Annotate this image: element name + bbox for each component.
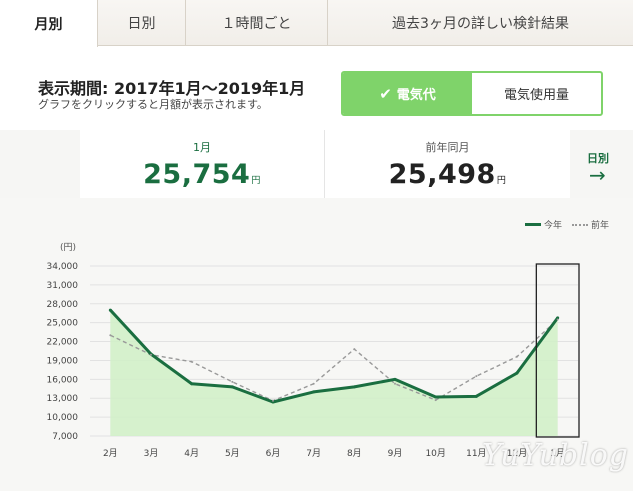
- current-series-point: [190, 382, 194, 386]
- x-tick-label: 12月: [507, 448, 527, 459]
- previous-series-point: [272, 399, 274, 402]
- legend-current-label: 今年: [543, 221, 562, 231]
- previous-series-point: [556, 318, 559, 321]
- current-series-point: [312, 390, 316, 394]
- current-unit: 円: [251, 176, 261, 186]
- x-tick-label: 6月: [266, 448, 281, 459]
- current-series-point: [474, 394, 478, 398]
- previous-series-point: [109, 334, 112, 337]
- chart-legend: 今年 前年: [515, 218, 609, 231]
- current-series-line: [109, 309, 559, 404]
- electricity-usage-label: 電気使用量: [503, 88, 569, 103]
- current-series-point: [515, 371, 519, 375]
- period-tabs: 月別 日別 １時間ごと 過去3ヶ月の詳しい検針結果: [0, 0, 633, 47]
- previous-unit: 円: [496, 176, 507, 186]
- y-tick-label: 25,000: [47, 319, 79, 329]
- electricity-charge-label: 電気代: [396, 88, 436, 103]
- previous-series-point: [312, 382, 315, 385]
- y-axis-unit: (円): [60, 242, 76, 253]
- x-tick-label: 3月: [144, 448, 159, 459]
- x-tick-label: 7月: [306, 448, 321, 459]
- previous-year-summary: 前年同月 25,498円: [325, 130, 570, 198]
- previous-series-point: [150, 353, 152, 356]
- y-tick-label: 34,000: [47, 262, 79, 272]
- y-tick-label: 16,000: [47, 375, 79, 385]
- chart-mode-toggle: ✔ 電気代 電気使用量: [341, 71, 603, 116]
- previous-series-point: [231, 380, 234, 383]
- electricity-charge-button[interactable]: ✔ 電気代: [343, 73, 472, 114]
- legend-current: 今年: [524, 218, 562, 231]
- previous-series-point: [516, 355, 518, 358]
- tab-daily[interactable]: 日別: [98, 0, 186, 46]
- current-series-point: [352, 385, 356, 389]
- period-hint: グラフをクリックすると月額が表示されます。: [38, 98, 268, 111]
- watermark-logo: YuYublog: [481, 438, 629, 473]
- monthly-charge-chart[interactable]: (円) 7,000 10,000 13,000 16,000 19,000 22,000 25…: [0, 198, 633, 491]
- previous-series-point: [394, 382, 396, 385]
- x-tick-label: 2月: [103, 448, 118, 459]
- previous-year-label: 前年同月: [425, 141, 470, 154]
- y-tick-label: 28,000: [47, 300, 79, 310]
- arrow-right-icon[interactable]: →: [589, 163, 606, 187]
- current-month-value: 25,754円: [143, 159, 261, 190]
- current-series-area: [110, 310, 558, 436]
- current-series-point: [556, 316, 560, 320]
- y-tick-label: 10,000: [47, 413, 79, 423]
- electricity-usage-button[interactable]: 電気使用量: [472, 73, 601, 114]
- x-tick-label: 4月: [184, 448, 199, 459]
- current-series-point: [393, 377, 397, 381]
- legend-dashed-swatch: [571, 223, 588, 226]
- x-tick-label: 5月: [225, 448, 240, 459]
- check-icon: ✔: [379, 84, 392, 103]
- previous-series-line: [110, 319, 559, 402]
- tab-meter-history[interactable]: 過去3ヶ月の詳しい検針結果: [392, 16, 569, 32]
- chart-panel: [0, 198, 633, 491]
- current-month-label: 1月: [193, 141, 211, 154]
- tab-monthly[interactable]: 月別: [0, 0, 98, 47]
- x-tick-label: 8月: [347, 448, 362, 459]
- y-tick-label: 19,000: [47, 356, 79, 366]
- tab-hourly[interactable]: １時間ごと: [186, 0, 328, 46]
- previous-series-point: [353, 348, 356, 351]
- y-tick-label: 22,000: [47, 338, 79, 348]
- previous-series-point: [434, 399, 437, 402]
- current-series-point: [108, 308, 112, 312]
- current-month-summary: 1月 25,754円: [80, 130, 325, 198]
- y-tick-label: 13,000: [47, 394, 79, 404]
- current-series-point: [434, 395, 438, 399]
- legend-previous: 前年: [571, 218, 609, 231]
- x-tick-label: 10月: [425, 448, 445, 459]
- period-title: 表示期間: 2017年1月〜2019年1月: [38, 79, 306, 98]
- current-series-point: [230, 385, 234, 389]
- x-tick-label: 11月: [466, 448, 486, 459]
- previous-series-point: [475, 375, 478, 378]
- daily-link[interactable]: 日別: [587, 152, 609, 165]
- x-tick-label: 9月: [388, 448, 403, 459]
- previous-year-value: 25,498円: [388, 159, 507, 190]
- previous-series-point: [190, 360, 193, 363]
- y-tick-label: 31,000: [47, 281, 79, 291]
- selected-month-highlight: [535, 263, 580, 438]
- legend-previous-label: 前年: [590, 221, 609, 231]
- y-tick-label: 7,000: [52, 432, 78, 442]
- legend-solid-swatch: [524, 223, 541, 226]
- x-tick-label: 1月: [550, 448, 565, 459]
